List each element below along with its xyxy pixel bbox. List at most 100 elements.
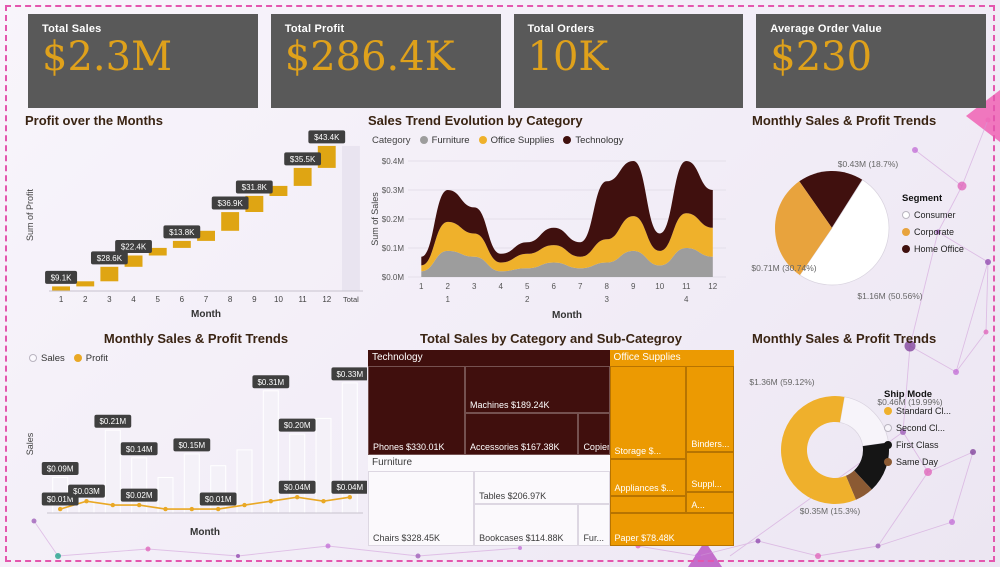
svg-text:$0.03M: $0.03M [73, 487, 100, 496]
treemap-cell-binders[interactable]: Binders... [686, 365, 734, 452]
treemap-cell-accessories[interactable]: Accessories $167.38K [464, 412, 579, 456]
legend-item-sales[interactable]: Sales [29, 353, 65, 364]
treemap-cell-machines[interactable]: Machines $189.24K [464, 365, 610, 413]
svg-text:$0.4M: $0.4M [382, 157, 405, 166]
svg-text:2: 2 [446, 282, 451, 291]
legend-label: Technology [575, 134, 624, 146]
legend-item-technology[interactable]: Technology [563, 135, 623, 146]
treemap-title: Total Sales by Category and Sub-Categroy [420, 331, 682, 346]
treemap-cell-label: Tables $206.97K [479, 491, 547, 502]
svg-text:$0.01M: $0.01M [47, 495, 74, 504]
treemap-cell-chairs[interactable]: Chairs $328.45K [368, 470, 475, 546]
panel-profit-over-months: Profit over the Months 1 2 3 4 5 6 7 8 9 10 11 12 To… [25, 113, 367, 331]
svg-text:8: 8 [605, 282, 610, 291]
treemap-chart[interactable]: Technology Phones $330.01K Machines $189.2… [368, 350, 734, 546]
legend-dot [902, 245, 910, 253]
legend-item-same-day[interactable]: Same Day [884, 457, 992, 467]
kpi-value: 10K [527, 34, 609, 80]
svg-text:$0.20M: $0.20M [284, 421, 311, 430]
svg-text:Month: Month [191, 309, 221, 320]
kpi-card-total-profit[interactable]: Total Profit $286.4K [270, 14, 501, 108]
svg-text:Sum of Sales: Sum of Sales [370, 192, 380, 246]
legend-item-furniture[interactable]: Furniture [419, 135, 470, 146]
legend-item-second-cl[interactable]: Second Cl... [884, 423, 992, 433]
legend-item-corporate[interactable]: Corporate [902, 227, 990, 237]
area-chart-legend: Category Furniture Office Supplies Technol… [372, 133, 736, 147]
svg-text:$0.04M: $0.04M [336, 483, 363, 492]
legend-item-home-office[interactable]: Home Office [902, 244, 990, 254]
legend-label: Corporate [914, 227, 955, 237]
svg-text:$0.43M (18.7%): $0.43M (18.7%) [838, 159, 899, 169]
legend-item-standard-cl[interactable]: Standard Cl... [884, 406, 992, 416]
legend-dot [884, 424, 892, 432]
treemap-cell-storage[interactable]: Storage $... [609, 365, 687, 459]
kpi-card-total-orders[interactable]: Total Orders 10K [513, 14, 744, 108]
treemap-cell-label: Accessories $167.38K [469, 442, 560, 453]
svg-text:10: 10 [655, 282, 664, 291]
svg-text:$0.01M: $0.01M [205, 495, 232, 504]
legend-dot [884, 441, 892, 449]
area-legend-title: Category [372, 134, 411, 146]
treemap-cell-supplies[interactable]: Suppl... [686, 451, 734, 493]
svg-text:4: 4 [131, 295, 136, 304]
svg-text:6: 6 [552, 282, 557, 291]
legend-label: Office Supplies [490, 134, 555, 146]
sales-profit-combo-chart[interactable]: $0.09M $0.21M $0.14M $0.15M $0.31M $0.20M $0.3… [25, 365, 369, 547]
svg-text:10: 10 [274, 295, 283, 304]
svg-text:8: 8 [228, 295, 233, 304]
svg-text:12: 12 [322, 295, 331, 304]
treemap-cell-appliances[interactable]: Appliances $... [609, 458, 687, 496]
kpi-label: Total Orders [527, 23, 595, 35]
svg-text:9: 9 [631, 282, 636, 291]
treemap-cell-furnishings[interactable]: Fur... [578, 504, 610, 546]
treemap-cell-label: Fur... [583, 532, 604, 543]
treemap-cell-label: A... [691, 499, 705, 510]
treemap-cell-phones[interactable]: Phones $330.01K [368, 365, 465, 456]
pie-chart-title: Monthly Sales & Profit Trends [752, 113, 937, 128]
kpi-card-total-sales[interactable]: Total Sales $2.3M [28, 14, 258, 108]
donut-legend: Ship Mode Standard Cl... Second Cl... Firs… [884, 389, 992, 474]
treemap-cell-copiers[interactable]: Copier... [578, 412, 610, 456]
kpi-value: $2.3M [42, 34, 173, 80]
svg-text:$0.15M: $0.15M [178, 441, 205, 450]
treemap-cell-label: Storage $... [614, 445, 662, 456]
treemap-group-label: Furniture [372, 457, 413, 469]
legend-dot [563, 136, 572, 144]
treemap-cell-label: Suppl... [691, 479, 722, 490]
svg-text:$0.14M: $0.14M [126, 445, 153, 454]
legend-label: Second Cl... [896, 423, 946, 433]
svg-text:$31.8K: $31.8K [242, 183, 268, 192]
legend-label: Profit [85, 352, 108, 364]
svg-text:9: 9 [252, 295, 257, 304]
svg-text:Month: Month [552, 310, 582, 321]
treemap-cell-tables[interactable]: Tables $206.97K [474, 470, 610, 505]
kpi-value: $286.4K [284, 34, 455, 80]
legend-dot [419, 136, 428, 144]
legend-item-first-class[interactable]: First Class [884, 440, 992, 450]
svg-text:Total: Total [343, 295, 359, 304]
svg-text:$0.21M: $0.21M [99, 417, 126, 426]
panel-segment-pie: Monthly Sales & Profit Trends $0.43M (18… [738, 113, 994, 331]
legend-dot [902, 228, 910, 236]
svg-text:4: 4 [684, 295, 689, 304]
svg-text:$28.6K: $28.6K [97, 254, 123, 263]
svg-text:6: 6 [180, 295, 185, 304]
svg-text:$1.16M (50.56%): $1.16M (50.56%) [857, 291, 922, 301]
stacked-area-chart[interactable]: $0.0M$0.1M$0.2M$0.3M$0.4M1 2 3 4 5 6 7 8 9 10 11 12… [368, 147, 736, 332]
legend-item-profit[interactable]: Profit [73, 352, 108, 364]
treemap-cell-unlabeled[interactable] [609, 496, 687, 513]
svg-text:$36.9K: $36.9K [217, 199, 243, 208]
treemap-cell-art[interactable]: A... [686, 492, 734, 513]
treemap-cell-paper[interactable]: Paper $78.48K [609, 512, 734, 546]
treemap-cell-bookcases[interactable]: Bookcases $114.88K [474, 504, 579, 546]
svg-text:1: 1 [419, 282, 424, 291]
legend-item-consumer[interactable]: Consumer [902, 210, 990, 220]
panel-sales-trend-evolution: Sales Trend Evolution by Category Catego… [368, 113, 736, 331]
kpi-card-average-order-value[interactable]: Average Order Value $230 [756, 14, 986, 108]
legend-item-office-supplies[interactable]: Office Supplies [478, 134, 555, 146]
svg-text:$0.09M: $0.09M [47, 465, 74, 474]
pie-legend: Segment Consumer Corporate Home Office [902, 193, 990, 261]
svg-text:12: 12 [708, 282, 717, 291]
svg-text:$0.0M: $0.0M [382, 273, 405, 282]
